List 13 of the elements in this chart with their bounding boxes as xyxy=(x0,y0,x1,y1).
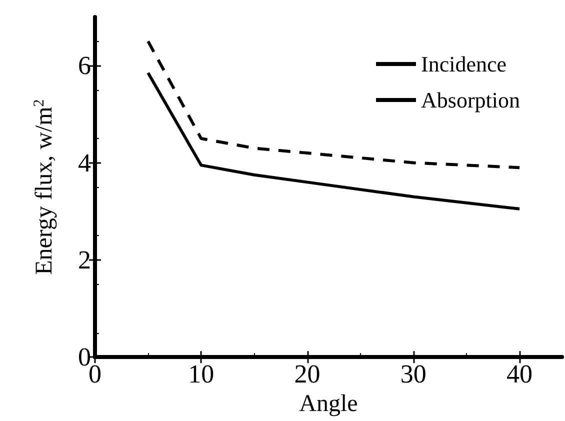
y-tick-label: 6 xyxy=(78,51,91,80)
y-axis-title: Energy flux, w/m2 xyxy=(32,99,58,275)
line-series xyxy=(146,40,522,170)
y-tick-label: 2 xyxy=(78,245,91,274)
legend-label: Absorption xyxy=(421,88,520,112)
x-axis-title: Angle xyxy=(299,391,358,417)
x-tick-label: 10 xyxy=(188,360,214,389)
x-tick-label: 20 xyxy=(294,360,320,389)
line-series xyxy=(146,71,522,210)
x-tick-label: 40 xyxy=(506,360,533,389)
y-tick-label: 4 xyxy=(78,148,91,178)
legend-label: Incidence xyxy=(421,52,506,76)
x-tick-label: 30 xyxy=(400,360,426,389)
